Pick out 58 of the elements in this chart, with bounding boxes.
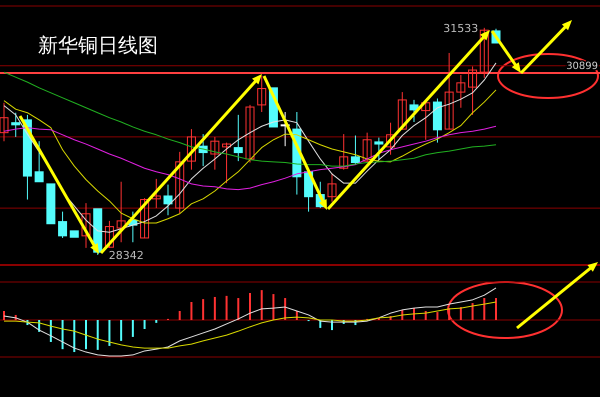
candlestick [374, 137, 384, 160]
bar [96, 320, 99, 350]
candlestick [280, 112, 290, 147]
bar [73, 320, 76, 352]
candlestick [116, 181, 126, 243]
candlestick [34, 140, 44, 182]
annotation: 28342 [108, 248, 144, 262]
candlestick [186, 128, 196, 170]
candlestick [210, 136, 220, 170]
candlestick [468, 66, 478, 116]
bar [155, 320, 158, 323]
candlestick [362, 132, 372, 162]
bar [249, 293, 251, 320]
bar [108, 320, 110, 346]
candlestick [480, 27, 489, 78]
candlestick [175, 151, 184, 214]
candlestick [82, 202, 90, 248]
candlestick [257, 75, 266, 113]
candlestick [104, 220, 114, 248]
bar [436, 312, 438, 320]
candlestick [350, 135, 360, 166]
bar [214, 296, 216, 320]
text: 新华铜日线图 [38, 33, 158, 57]
bar [448, 308, 450, 320]
bar [202, 299, 204, 320]
bar [144, 320, 146, 329]
candlestick [140, 198, 150, 238]
candlestick [328, 172, 336, 202]
annotation: 31533 [443, 22, 478, 35]
candlestick [339, 134, 348, 170]
bar [120, 320, 122, 341]
candlestick [0, 102, 8, 142]
bar [190, 302, 192, 320]
candlestick [398, 92, 407, 130]
bar [132, 320, 134, 337]
candlestick [246, 104, 254, 164]
candlestick [386, 122, 396, 156]
candlestick [456, 74, 466, 108]
candlestick [444, 52, 454, 130]
bar [178, 311, 181, 320]
candlestick [410, 99, 418, 122]
bar [226, 296, 228, 320]
bar [237, 298, 240, 320]
bar [460, 307, 462, 320]
bar [62, 320, 64, 350]
candlestick [11, 112, 20, 138]
bar [272, 294, 274, 320]
bar [260, 290, 263, 320]
bar [483, 298, 486, 320]
candlestick [222, 142, 232, 184]
candlestick [234, 114, 243, 162]
candlestick [164, 184, 172, 216]
candlestick [421, 102, 430, 140]
bar [495, 298, 497, 320]
bar [472, 303, 474, 320]
bar [3, 311, 5, 320]
candlestick [58, 211, 68, 238]
bar [85, 320, 87, 350]
